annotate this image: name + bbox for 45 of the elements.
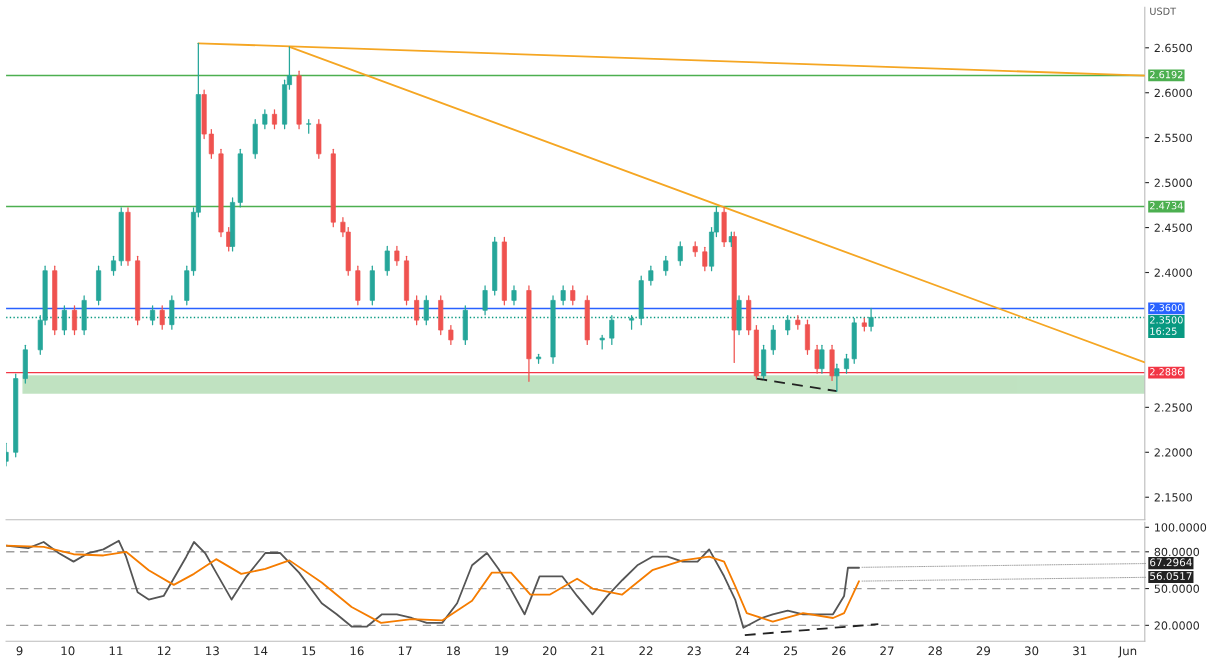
x-tick-label: 23: [687, 646, 701, 656]
x-tick-label: 27: [880, 646, 894, 656]
y-axis-title: USDT: [1150, 7, 1177, 15]
annotation: 56.0517: [1150, 572, 1192, 581]
y-tick-label: 2.1500: [1154, 493, 1192, 502]
y-tick-label: 2.6500: [1154, 43, 1192, 53]
y-tick-label: 2.5500: [1154, 133, 1192, 143]
ref-line-label: 2.2886: [1150, 368, 1183, 376]
x-tick-label: 14: [254, 646, 268, 656]
annotation: 67.2964: [1150, 558, 1192, 567]
y-tick-label: 100.0000: [1155, 523, 1207, 532]
x-tick-label: 30: [1024, 646, 1039, 656]
x-tick-label: 11: [109, 646, 123, 656]
y-tick-label: 2.2000: [1154, 448, 1192, 457]
x-tick-label: 20: [543, 646, 557, 656]
x-tick-label: 22: [639, 646, 653, 656]
x-tick-label: 9: [16, 646, 23, 656]
x-tick-label: 17: [398, 646, 412, 656]
y-tick-label: 2.5000: [1154, 178, 1192, 188]
ref-line-label: 2.3600: [1150, 303, 1183, 312]
y-tick-label: 2.4500: [1154, 223, 1192, 232]
ref-line-label: 2.3500 16:25: [1150, 316, 1183, 335]
x-tick-label: 26: [832, 646, 846, 656]
y-tick-label: 2.2500: [1154, 403, 1192, 412]
x-tick-label: 15: [302, 646, 316, 656]
x-tick-label: 12: [157, 646, 171, 656]
x-tick-label: 16: [350, 646, 364, 656]
ref-line-label: 2.4734: [1150, 202, 1183, 210]
y-tick-label: 20.0000: [1154, 621, 1200, 630]
x-tick-label: 24: [735, 646, 750, 656]
x-tick-label: 29: [976, 646, 991, 656]
x-tick-label: 19: [495, 646, 509, 656]
ref-line-label: 2.6192: [1150, 70, 1183, 79]
x-tick-label: 25: [783, 646, 798, 656]
x-tick-label: 13: [206, 646, 219, 656]
x-tick-label: 28: [928, 646, 942, 656]
x-tick-label: 10: [61, 646, 75, 656]
y-tick-label: 50.0000: [1154, 584, 1200, 593]
y-tick-label: 2.4000: [1154, 268, 1192, 277]
y-tick-label: 2.6000: [1154, 88, 1192, 98]
x-tick-label: 18: [447, 646, 460, 656]
y-tick-label: 80.0000: [1154, 547, 1200, 557]
x-tick-label: Jun: [1118, 646, 1137, 658]
x-tick-label: 31: [1073, 646, 1087, 656]
x-tick-label: 21: [591, 646, 605, 656]
